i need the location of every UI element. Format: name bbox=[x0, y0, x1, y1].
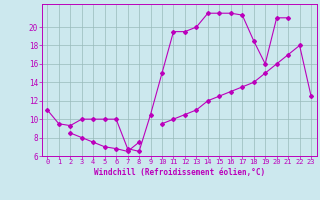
X-axis label: Windchill (Refroidissement éolien,°C): Windchill (Refroidissement éolien,°C) bbox=[94, 168, 265, 177]
